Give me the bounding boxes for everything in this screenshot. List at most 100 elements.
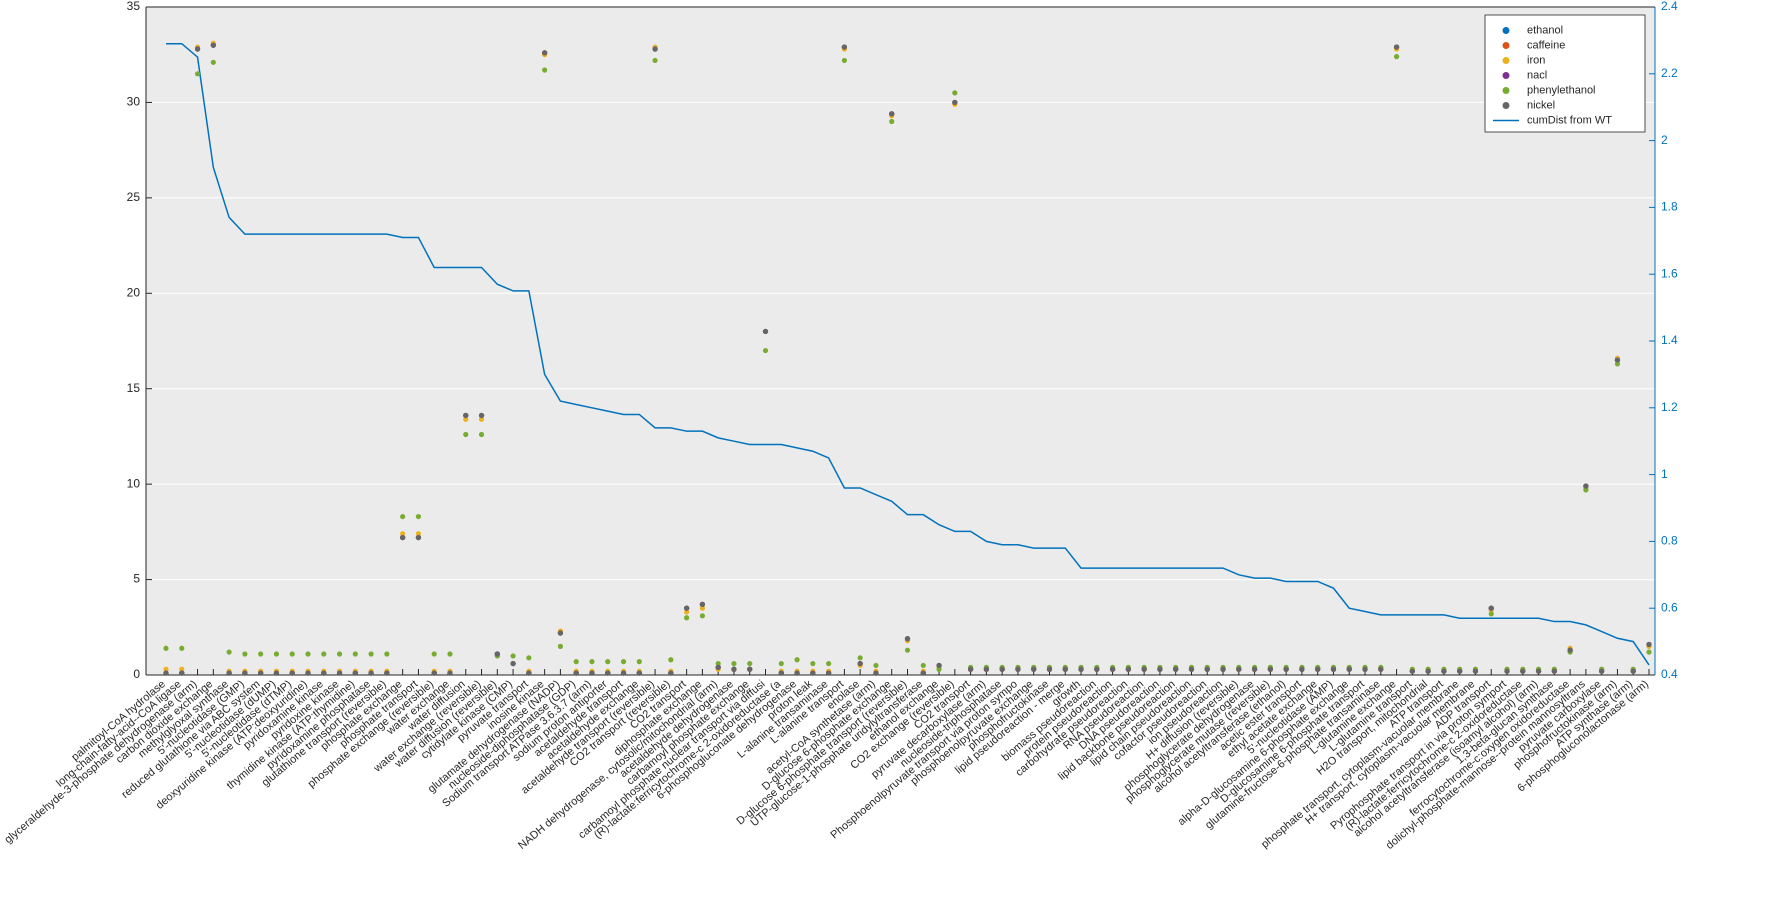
dot [1362, 666, 1368, 672]
dot [1646, 641, 1652, 648]
dot [1346, 666, 1352, 672]
y2-tick-label: 1.6 [1661, 266, 1678, 280]
y-tick-label: 10 [127, 476, 141, 490]
dot [321, 651, 327, 657]
dot [1299, 666, 1305, 672]
legend-box [1484, 14, 1646, 133]
dot [447, 651, 453, 657]
y-tick-label: 20 [127, 285, 141, 299]
dot [873, 670, 879, 676]
dot [983, 666, 989, 672]
dot [589, 659, 595, 665]
legend-label: ethanol [1527, 24, 1563, 36]
dot [1614, 361, 1621, 367]
y-tick-label: 0 [133, 667, 140, 681]
dot [1188, 666, 1195, 672]
dot [463, 431, 469, 438]
dot [463, 412, 469, 419]
dot [163, 645, 169, 651]
dot [968, 666, 974, 672]
dot [463, 416, 469, 422]
dot [510, 653, 516, 659]
dot [510, 660, 516, 667]
dot [1409, 668, 1415, 674]
dot [652, 46, 658, 52]
y2-tick-label: 0.6 [1661, 600, 1678, 614]
dot [684, 609, 690, 615]
dot [1220, 666, 1226, 672]
dot [226, 670, 232, 676]
y2-tick-label: 1 [1661, 467, 1668, 481]
dot [1472, 668, 1479, 674]
dot [1630, 668, 1636, 674]
dot [857, 660, 863, 667]
dot [368, 670, 374, 676]
dot [368, 651, 374, 657]
dot [210, 59, 216, 65]
dot [1267, 666, 1273, 672]
dot [873, 662, 879, 669]
dot [1393, 44, 1400, 50]
dot [179, 645, 185, 651]
y2-tick-label: 1.8 [1661, 200, 1678, 214]
dot [273, 651, 280, 657]
dot [778, 670, 784, 676]
dot [1173, 666, 1179, 672]
dot [731, 660, 737, 667]
dot [1283, 666, 1289, 672]
dot [179, 670, 185, 676]
dot [1457, 668, 1463, 674]
dot [194, 46, 201, 52]
dot [1109, 666, 1116, 672]
dot [1046, 666, 1053, 672]
line [166, 42, 1650, 666]
dot [857, 655, 863, 661]
dot [1504, 668, 1510, 674]
dot [1125, 666, 1131, 672]
y-tick-label: 30 [127, 95, 141, 109]
dot [1425, 668, 1431, 674]
dot [1520, 668, 1526, 674]
dot [794, 657, 800, 663]
dot [226, 649, 232, 655]
dot [699, 605, 706, 611]
dot [305, 651, 311, 657]
dot [1583, 487, 1589, 493]
dot [762, 347, 769, 354]
legend-label: caffeine [1527, 39, 1565, 51]
dot [747, 666, 753, 672]
legend-label: nacl [1527, 69, 1547, 81]
legend-dot [1502, 102, 1510, 109]
dot [289, 651, 295, 657]
dot [1393, 54, 1400, 60]
dot [494, 651, 500, 657]
dot [1315, 666, 1321, 672]
dot [1551, 668, 1557, 674]
dot [1583, 483, 1589, 489]
dot [762, 328, 769, 335]
dot [526, 670, 532, 676]
dot [305, 670, 311, 676]
dot [1236, 666, 1242, 672]
dot [400, 534, 406, 541]
dot [920, 662, 926, 669]
dot [1078, 666, 1084, 672]
dot [242, 651, 248, 657]
dot [1094, 666, 1100, 672]
dot [889, 111, 895, 117]
dot [747, 660, 753, 667]
dot [400, 513, 406, 520]
dot [1251, 666, 1258, 672]
y2-tick-label: 2.4 [1661, 0, 1678, 13]
dot [447, 670, 453, 676]
legend-label: nickel [1527, 99, 1555, 111]
dot [826, 670, 832, 676]
dot [1378, 666, 1384, 672]
dot [1141, 666, 1147, 672]
dot [573, 659, 579, 665]
dot [415, 513, 422, 520]
dot [210, 42, 216, 48]
dot [1330, 666, 1337, 672]
dot [557, 643, 564, 649]
